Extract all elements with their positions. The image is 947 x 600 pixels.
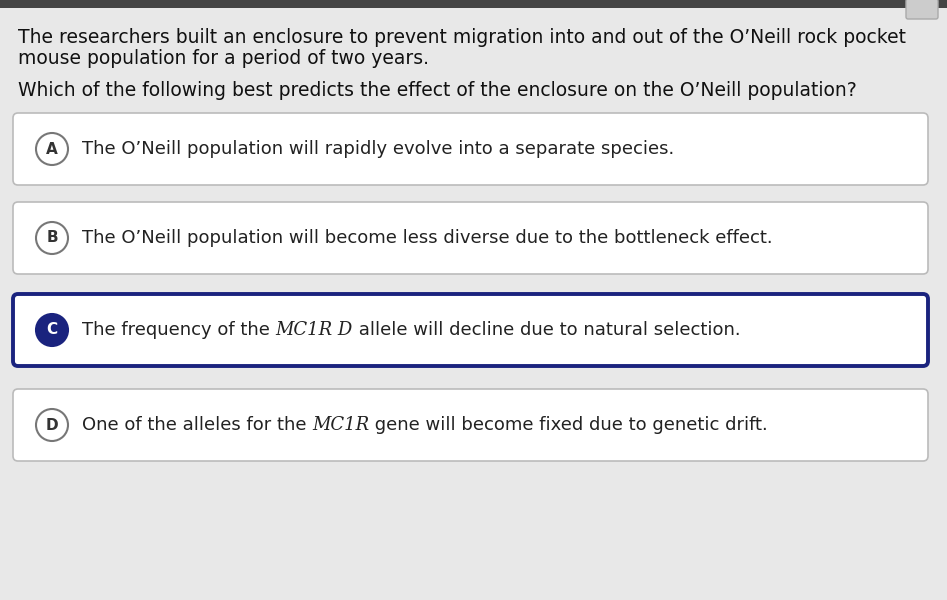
Text: MC1R: MC1R	[313, 416, 369, 434]
FancyBboxPatch shape	[13, 389, 928, 461]
FancyBboxPatch shape	[13, 113, 928, 185]
Text: mouse population for a period of two years.: mouse population for a period of two yea…	[18, 49, 429, 68]
Text: A: A	[46, 142, 58, 157]
Circle shape	[36, 409, 68, 441]
Circle shape	[36, 133, 68, 165]
Text: Which of the following best predicts the effect of the enclosure on the O’Neill : Which of the following best predicts the…	[18, 81, 857, 100]
Text: B: B	[46, 230, 58, 245]
Text: One of the alleles for the: One of the alleles for the	[82, 416, 313, 434]
Text: The frequency of the: The frequency of the	[82, 321, 276, 339]
FancyBboxPatch shape	[0, 0, 947, 8]
Text: MC1R D: MC1R D	[276, 321, 353, 339]
Text: The researchers built an enclosure to prevent migration into and out of the O’Ne: The researchers built an enclosure to pr…	[18, 28, 906, 47]
Text: The O’Neill population will become less diverse due to the bottleneck effect.: The O’Neill population will become less …	[82, 229, 773, 247]
Circle shape	[36, 222, 68, 254]
FancyBboxPatch shape	[13, 294, 928, 366]
Text: The O’Neill population will rapidly evolve into a separate species.: The O’Neill population will rapidly evol…	[82, 140, 674, 158]
FancyBboxPatch shape	[906, 0, 938, 19]
Text: D: D	[45, 418, 59, 433]
Text: C: C	[46, 323, 58, 337]
Text: gene will become fixed due to genetic drift.: gene will become fixed due to genetic dr…	[369, 416, 768, 434]
FancyBboxPatch shape	[13, 202, 928, 274]
Circle shape	[36, 314, 68, 346]
Text: allele will decline due to natural selection.: allele will decline due to natural selec…	[353, 321, 741, 339]
